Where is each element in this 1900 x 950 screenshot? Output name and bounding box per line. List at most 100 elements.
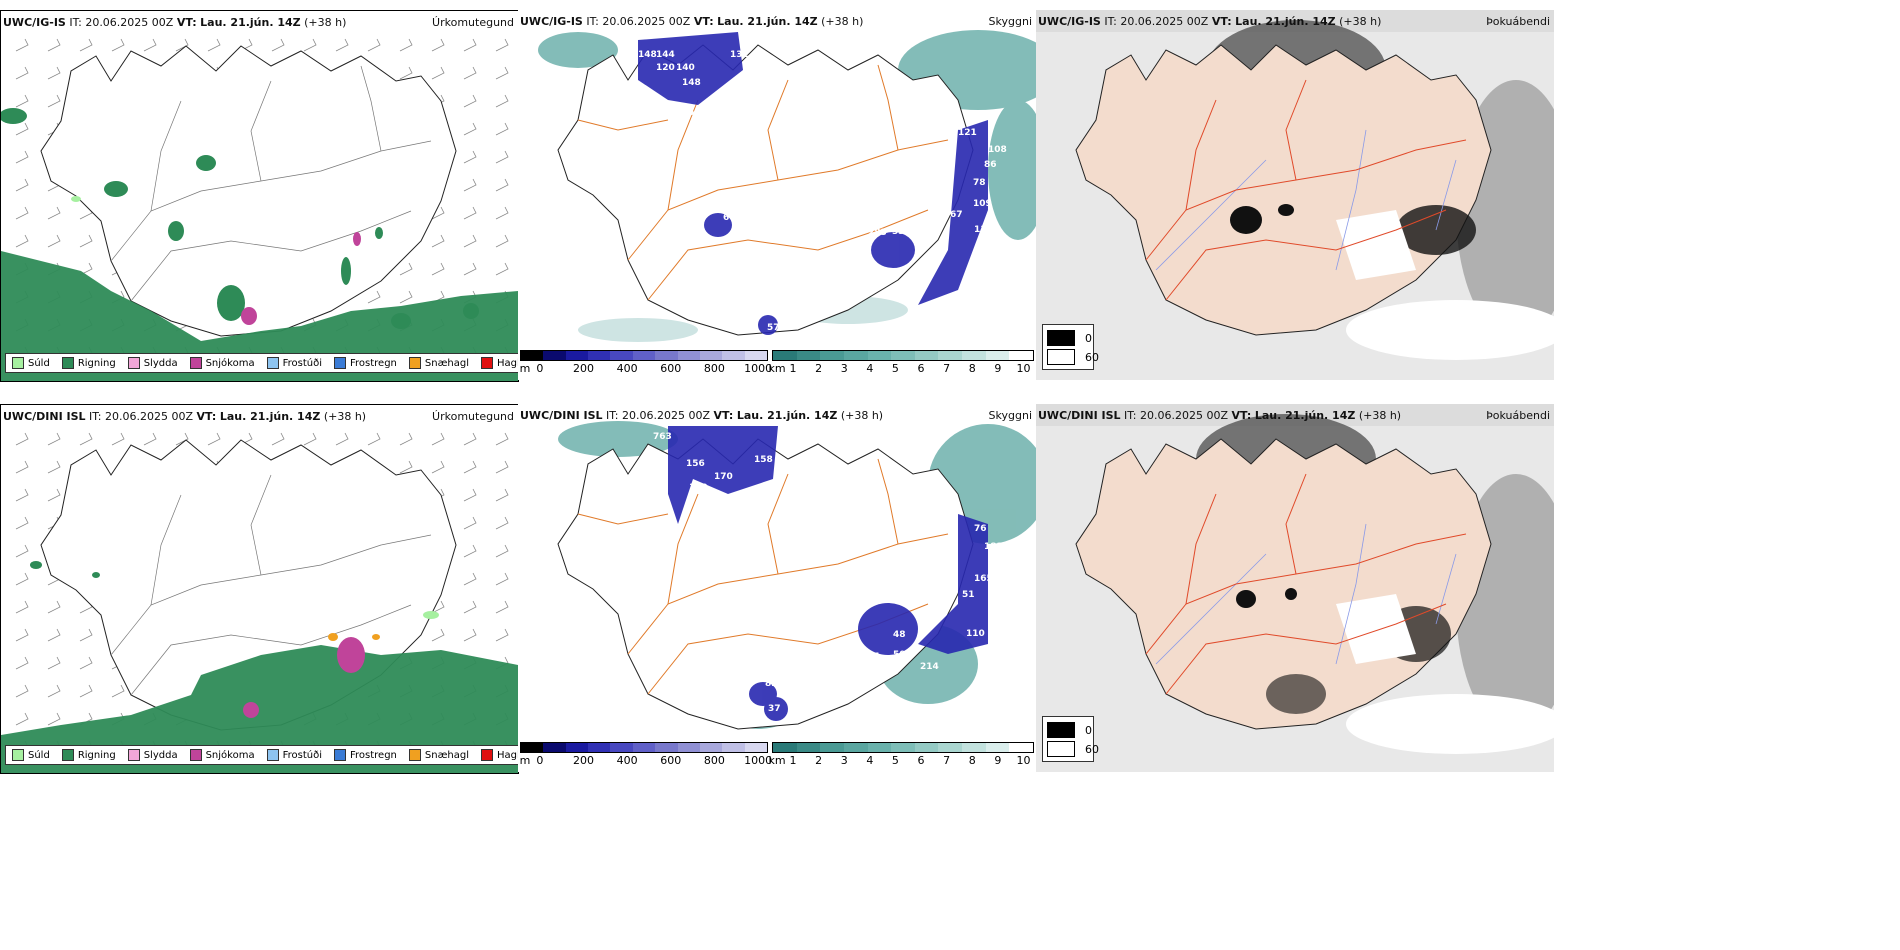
scale-tick-label: 7 [943, 362, 951, 375]
scale-cell [632, 351, 656, 360]
scale-tick-label: 8 [968, 362, 976, 375]
height-scale-cells [520, 350, 768, 361]
legend-label: Rigning [77, 357, 116, 369]
legend-swatch [12, 749, 24, 761]
wind-barb [271, 432, 285, 446]
fog-legend-swatch [1047, 349, 1075, 365]
wind-barb [495, 38, 509, 52]
wind-barb [463, 432, 477, 446]
legend-swatch [266, 357, 279, 369]
lead-time: (+38 h) [821, 15, 864, 28]
wind-barb [15, 460, 29, 474]
wind-barb [463, 66, 477, 80]
legend-swatch [189, 749, 202, 761]
lead-time: (+38 h) [1339, 15, 1382, 28]
legend-label: Snæhagl [424, 357, 470, 369]
cloud-height-label: 41 [868, 652, 881, 662]
wind-barb [79, 234, 93, 248]
cloud-height-label: 214 [920, 662, 939, 672]
panel-header: UWC/DINI ISL IT: 20.06.2025 00Z VT: Lau.… [1, 405, 518, 427]
wind-barb [47, 460, 61, 474]
wind-barb [495, 206, 509, 220]
scale-cell [610, 351, 633, 360]
scale-cell [796, 351, 821, 360]
scale-cell [565, 743, 589, 752]
scale-cell [820, 743, 844, 752]
scale-tick-label: 400 [616, 754, 638, 767]
cloud-height-label: 148 [638, 50, 657, 60]
wind-barb [399, 290, 413, 304]
valid-label: VT: [693, 15, 714, 28]
wind-barb [495, 516, 509, 530]
cloud-height-label: 156 [686, 459, 705, 469]
scale-tick-label: 0 [536, 362, 544, 375]
visibility-scale-ticks: km 1 2 3 4 5 6 7 8 9 10 [768, 361, 1034, 375]
wind-barb [79, 628, 93, 642]
wind-barb [79, 38, 93, 52]
wind-barb [15, 38, 29, 52]
valid-time: Lau. 21.jún. 14Z [1254, 409, 1356, 422]
cloud-height-label: 116 [974, 225, 993, 235]
fog-legend-label: 0 [1085, 723, 1092, 737]
init-time: IT: 20.06.2025 00Z [586, 15, 691, 28]
visibility-scale-ticks: km 1 2 3 4 5 6 7 8 9 10 [768, 753, 1034, 767]
wind-barb [15, 488, 29, 502]
cloud-height-label: 158 [754, 455, 773, 465]
lead-time: (+38 h) [304, 16, 347, 29]
scale-cell [521, 743, 544, 752]
cloud-height-label: 51 [962, 590, 975, 600]
wind-barb [463, 38, 477, 52]
wind-barb [463, 460, 477, 474]
fog-legend-swatch [1047, 330, 1075, 346]
wind-barb [463, 572, 477, 586]
scale-cell [699, 743, 723, 752]
wind-barb [367, 38, 381, 52]
cloud-height-label: 37 [768, 704, 781, 714]
wind-barb [495, 150, 509, 164]
legend-label: Snæhagl [424, 749, 470, 761]
fog-legend: 0 60 [1042, 716, 1099, 762]
legend-swatch [408, 749, 421, 761]
wind-barb [495, 262, 509, 276]
scale-cell [985, 351, 1010, 360]
fog-legend-row: 60 [1047, 741, 1099, 757]
scale-tick-label: 1 [789, 362, 797, 375]
wind-barb [47, 234, 61, 248]
cloud-height-label: 132 [730, 50, 749, 60]
wind-barb [463, 600, 477, 614]
height-scale-ticks: m 0 200 400 600 800 1000 [520, 753, 772, 767]
scale-cell [565, 351, 589, 360]
wind-barb [495, 600, 509, 614]
scale-unit: m [519, 362, 531, 375]
wind-barb [15, 206, 29, 220]
panel-header: UWC/DINI ISL IT: 20.06.2025 00Z VT: Lau.… [518, 404, 1036, 426]
visibility-scale: km 1 2 3 4 5 6 7 8 9 10 [768, 742, 1034, 767]
road-network [577, 64, 949, 301]
wind-barb [495, 94, 509, 108]
wind-barb [463, 234, 477, 248]
cloud-height-label: 108 [988, 145, 1007, 155]
valid-time: Lau. 21.jún. 14Z [200, 16, 301, 29]
scale-tick-label: 9 [994, 754, 1002, 767]
scale-cell [820, 351, 844, 360]
height-scale: m 0 200 400 600 800 1000 [519, 350, 772, 375]
low-cloud-areas [638, 32, 988, 335]
scale-cell [891, 351, 915, 360]
scale-tick-label: 3 [840, 754, 848, 767]
legend-swatch [334, 749, 346, 761]
legend-label: Slydda [143, 749, 178, 761]
fog-legend-label: 60 [1085, 350, 1099, 364]
wind-barb [399, 432, 413, 446]
rivers [1155, 129, 1457, 271]
wind-barb [15, 432, 29, 446]
wind-barb [495, 628, 509, 642]
precip-map [1, 432, 518, 773]
scale-cell [867, 743, 892, 752]
scale-tick-label: 8 [968, 754, 976, 767]
wind-barb [463, 94, 477, 108]
scale-tick-label: 4 [866, 362, 874, 375]
scale-tick-label: 200 [572, 754, 594, 767]
wind-barb [431, 38, 445, 52]
valid-time: Lau. 21.jún. 14Z [736, 409, 838, 422]
